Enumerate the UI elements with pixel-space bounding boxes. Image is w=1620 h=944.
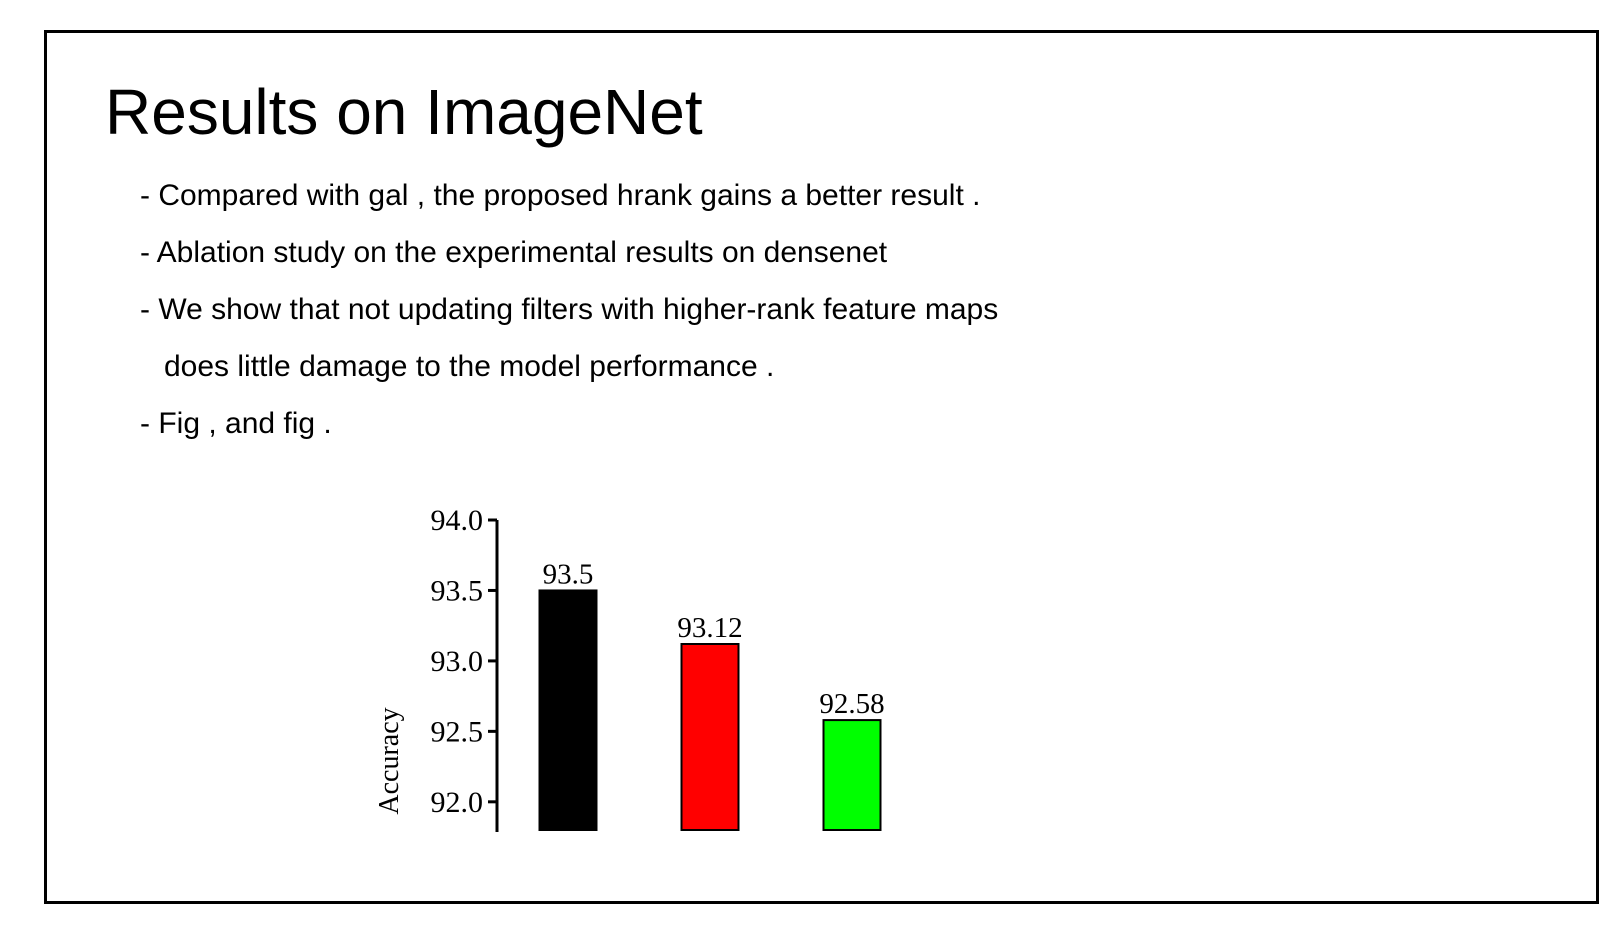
bullet-list: - Compared with gal , the proposed hrank… [140,167,998,452]
y-tick-label: 92.0 [431,786,484,819]
y-axis: 92.0 92.5 93.0 93.5 94.0 [431,504,499,832]
bullet-item: - Compared with gal , the proposed hrank… [140,179,981,212]
y-tick-label: 93.5 [431,574,484,607]
y-axis-label: Accuracy [374,707,405,814]
bar [680,643,740,831]
bar-value-label: 92.58 [819,688,884,720]
y-tick-label: 92.5 [431,715,484,748]
bullet-item-continuation: does little damage to the model performa… [164,350,775,383]
bar-value-label: 93.5 [543,558,594,590]
y-tick-label: 93.0 [431,645,484,678]
bar-value-label: 93.12 [677,612,742,644]
bullet-item: - Fig , and fig . [140,407,332,440]
bullet-item: - Ablation study on the experimental res… [140,236,888,269]
slide-title: Results on ImageNet [105,76,703,148]
bars [538,589,882,831]
slide: Results on ImageNet - Compared with gal … [44,30,1599,904]
bar [538,589,598,831]
bar [822,719,882,831]
y-tick-label: 94.0 [431,504,484,537]
bullet-item: - We show that not updating filters with… [140,293,999,326]
value-labels: 93.5 93.12 92.58 [543,558,885,720]
accuracy-bar-chart: 92.0 92.5 93.0 93.5 94.0 93.5 93.12 92.58 Accu… [374,504,885,832]
